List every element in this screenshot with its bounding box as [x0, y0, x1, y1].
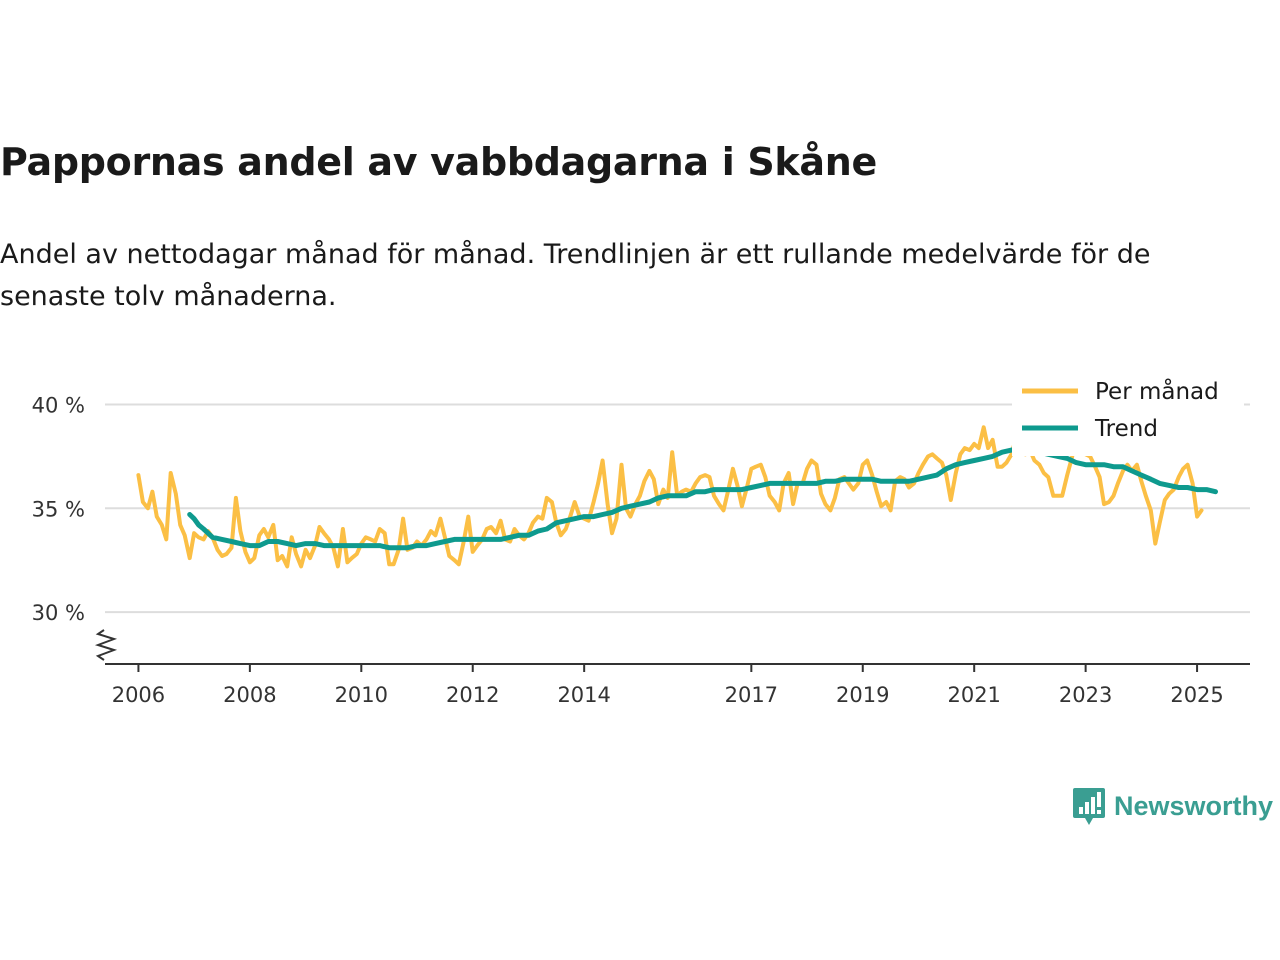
x-tick-label: 2012 [446, 683, 499, 707]
y-tick-label: 30 % [32, 601, 85, 625]
x-tick-label: 2021 [947, 683, 1000, 707]
x-tick-label: 2017 [725, 683, 778, 707]
x-axis [94, 629, 1250, 672]
chart-title: Pappornas andel av vabbdagarna i Skåne [0, 140, 877, 184]
axis-break-icon [94, 629, 118, 661]
legend-label-per-manad: Per månad [1095, 377, 1219, 405]
x-tick-label: 2014 [557, 683, 610, 707]
x-tick-label: 2008 [223, 683, 276, 707]
x-tick-label: 2006 [112, 683, 165, 707]
legend: Per månad Trend [1012, 376, 1244, 456]
x-tick-label: 2010 [335, 683, 388, 707]
newsworthy-logo: Newsworthy [1072, 786, 1273, 826]
newsworthy-logo-icon [1073, 788, 1105, 825]
x-axis-labels: 2006 2008 2010 2012 2014 2017 2019 2021 2023 2025 [112, 683, 1224, 707]
brand-name: Newsworthy [1114, 790, 1274, 821]
x-tick-label: 2023 [1059, 683, 1112, 707]
y-tick-label: 35 % [32, 497, 85, 521]
y-tick-label: 40 % [32, 393, 85, 417]
x-tick-label: 2019 [836, 683, 889, 707]
chart-subtitle: Andel av nettodagar månad för månad. Tre… [0, 239, 1151, 312]
legend-label-trend: Trend [1094, 416, 1158, 442]
y-axis-labels: 30 % 35 % 40 % [32, 393, 85, 625]
x-tick-label: 2025 [1170, 683, 1223, 707]
line-chart: 30 % 35 % 40 % 2006 2008 2010 2012 2014 2017 201… [32, 376, 1250, 707]
